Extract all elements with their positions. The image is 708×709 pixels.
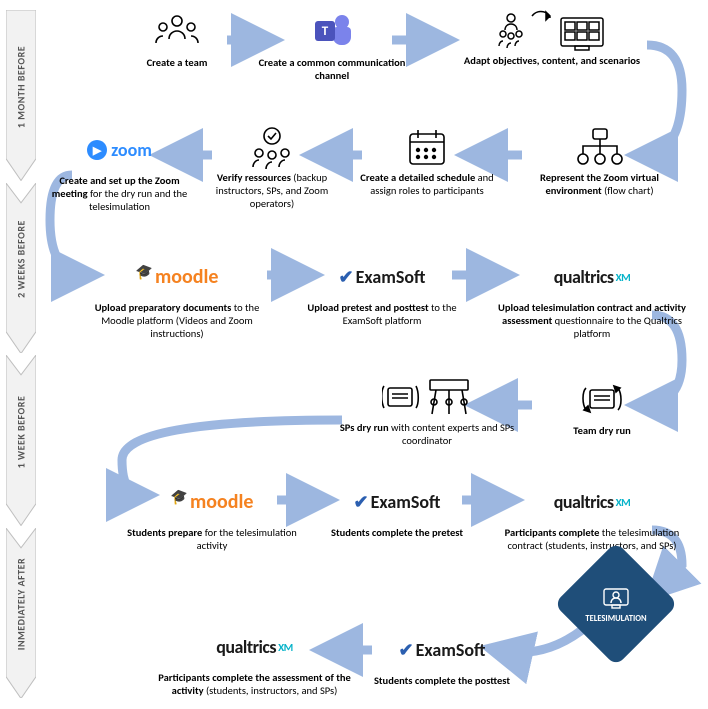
- phase-2-weeks: 2 WEEKS BEFORE: [6, 183, 36, 354]
- examsoft-logo-3: ✔ExamSoft: [362, 628, 522, 672]
- node-participants-assessment: qualtricsXM Participants complete the as…: [157, 625, 352, 697]
- node-create-team: Create a team: [102, 10, 252, 69]
- node-students-posttest: ✔ExamSoft Students complete the posttest: [362, 628, 522, 687]
- phase-1-month: 1 MONTH BEFORE: [6, 10, 36, 181]
- node-sps-dryrun: SPs dry run with content experts and SPs…: [332, 375, 522, 447]
- telesim-icon: [601, 585, 631, 611]
- examsoft-logo-2: ✔ExamSoft: [317, 480, 477, 524]
- zoom-logo: ▶zoom: [47, 128, 192, 172]
- moodle-logo: 🎓moodle: [77, 255, 277, 299]
- node-telesimulation: TELESIMULATION: [572, 560, 660, 648]
- phase-immediately-after: INMEDIATELY AFTER: [6, 528, 36, 699]
- dryrun-icon: [532, 378, 672, 422]
- node-zoom-setup: ▶zoom Create and set up the Zoom meeting…: [47, 128, 192, 213]
- node-participants-contract: qualtricsXM Participants complete the te…: [492, 480, 692, 552]
- qualtrics-logo: qualtricsXM: [492, 255, 692, 299]
- phase-timeline: 1 MONTH BEFORE 2 WEEKS BEFORE 1 WEEK BEF…: [6, 10, 36, 700]
- sps-dryrun-icon: [332, 375, 522, 419]
- node-team-dryrun: Team dry run: [532, 378, 672, 437]
- node-schedule: Create a detailed schedule and assign ro…: [352, 125, 502, 197]
- phase-1-week: 1 WEEK BEFORE: [6, 355, 36, 526]
- node-examsoft-upload: ✔ExamSoft Upload pretest and posttest to…: [297, 255, 467, 327]
- node-students-pretest: ✔ExamSoft Students complete the pretest: [317, 480, 477, 539]
- qualtrics-logo-3: qualtricsXM: [157, 625, 352, 669]
- calendar-icon: [352, 125, 502, 169]
- node-qualtrics-upload: qualtricsXM Upload telesimulation contra…: [492, 255, 692, 340]
- node-adapt: Adapt objectives, content, and scenarios: [452, 8, 652, 67]
- examsoft-logo: ✔ExamSoft: [297, 255, 467, 299]
- node-represent-zoom: Represent the Zoom virtual environment (…: [517, 125, 682, 197]
- flowchart-icon: [517, 125, 682, 169]
- node-moodle-upload: 🎓moodle Upload preparatory documents to …: [77, 255, 277, 340]
- qualtrics-logo-2: qualtricsXM: [492, 480, 692, 524]
- adapt-icon: [452, 8, 652, 52]
- node-comm-channel: T Create a common communication channel: [257, 10, 407, 82]
- flowchart-canvas: Create a team T Create a common communic…: [42, 0, 704, 709]
- node-verify: Verify ressources (backup instructors, S…: [197, 125, 347, 210]
- node-students-prepare: 🎓moodle Students prepare for the telesim…: [127, 480, 297, 552]
- verify-icon: [197, 125, 347, 169]
- moodle-logo-2: 🎓moodle: [127, 480, 297, 524]
- team-icon: [102, 10, 252, 54]
- teams-icon: T: [257, 10, 407, 54]
